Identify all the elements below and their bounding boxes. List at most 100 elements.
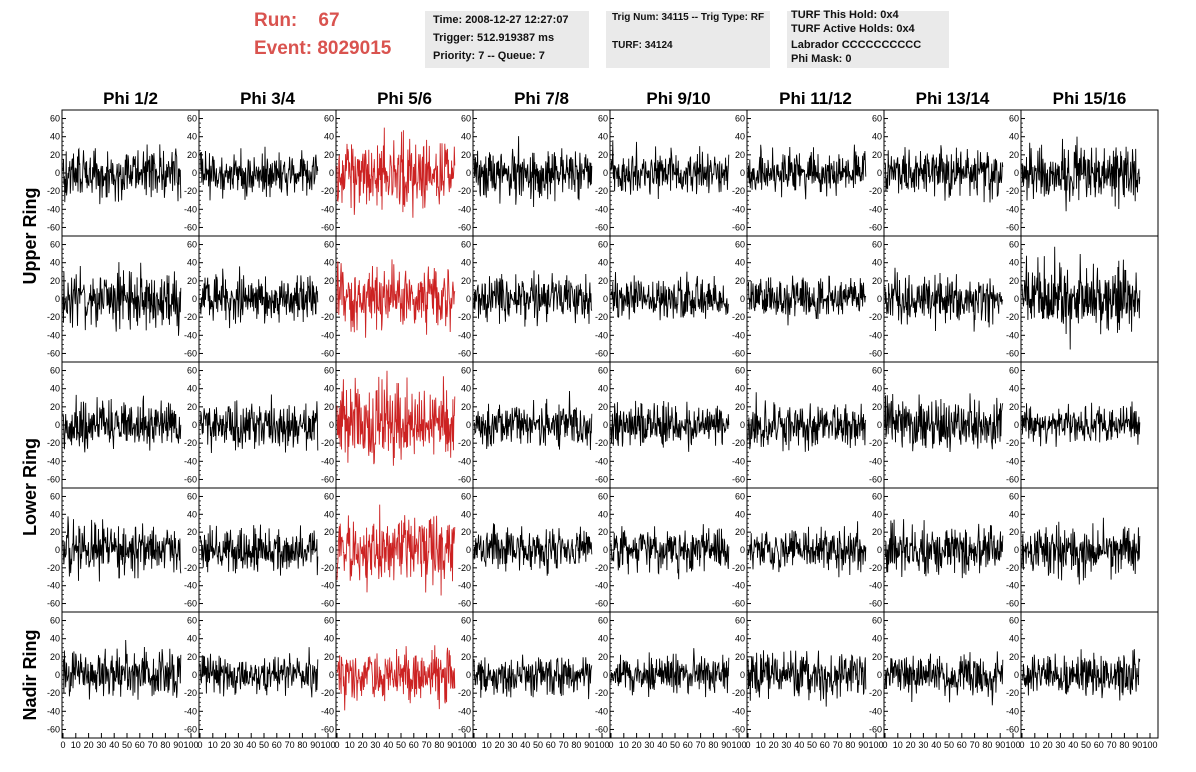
x-tick-label-c5-2: 20 — [769, 740, 779, 750]
y-tick-label-r4-c5-1: -40 — [732, 706, 745, 716]
y-tick-label-r4-c2-4: 20 — [324, 652, 334, 662]
y-tick-label-r1-c5-3: 0 — [740, 294, 745, 304]
y-tick-label-r1-c0-3: 0 — [55, 294, 60, 304]
y-tick-label-r3-c3-0: -60 — [458, 599, 471, 609]
y-tick-label-r3-c3-4: 20 — [461, 527, 471, 537]
y-tick-label-r4-c5-4: 20 — [735, 652, 745, 662]
y-tick-label-r0-c3-2: -20 — [458, 186, 471, 196]
x-tick-label-c6-3: 30 — [918, 740, 928, 750]
x-tick-label-c5-1: 10 — [756, 740, 766, 750]
event-header: Run: 67 Event: 8029015 Time: 2008-12-27 … — [0, 0, 1196, 80]
y-tick-label-r4-c1-3: 0 — [192, 670, 197, 680]
y-tick-label-r1-c0-2: -20 — [47, 312, 60, 322]
y-tick-label-r1-c1-1: -40 — [184, 330, 197, 340]
y-tick-label-r3-c7-2: -20 — [1006, 563, 1019, 573]
waveform-r1-c1 — [199, 266, 319, 329]
y-tick-label-r0-c7-3: 0 — [1014, 168, 1019, 178]
y-tick-label-r4-c1-5: 40 — [187, 634, 197, 644]
run-number: 67 — [318, 10, 340, 31]
y-tick-label-r1-c4-4: 20 — [598, 276, 608, 286]
y-tick-label-r4-c5-2: -20 — [732, 688, 745, 698]
y-tick-label-r0-c4-3: 0 — [603, 168, 608, 178]
y-tick-label-r2-c2-4: 20 — [324, 402, 334, 412]
y-tick-label-r2-c0-5: 40 — [50, 384, 60, 394]
y-tick-label-r4-c3-5: 40 — [461, 634, 471, 644]
event-display: Event: 8029015 — [254, 38, 391, 60]
y-tick-label-r1-c6-2: -20 — [869, 312, 882, 322]
y-tick-label-r2-c3-1: -40 — [458, 456, 471, 466]
y-tick-label-r3-c1-3: 0 — [192, 545, 197, 555]
column-header-1: Phi 3/4 — [240, 89, 295, 108]
waveform-r1-c0 — [62, 262, 182, 336]
y-tick-label-r0-c0-4: 20 — [50, 150, 60, 160]
y-tick-label-r0-c5-2: -20 — [732, 186, 745, 196]
y-tick-label-r4-c1-4: 20 — [187, 652, 197, 662]
y-tick-label-r2-c6-3: 0 — [877, 420, 882, 430]
waveform-r2-c1 — [199, 394, 319, 454]
y-tick-label-r2-c0-0: -60 — [47, 474, 60, 484]
event-label: Event: — [254, 38, 313, 59]
y-tick-label-r0-c1-6: 60 — [187, 114, 197, 124]
run-label: Run: — [254, 10, 298, 31]
y-tick-label-r0-c2-2: -20 — [321, 186, 334, 196]
turf-active-text: TURF Active Holds: 0x4 — [791, 23, 915, 35]
x-tick-label-c3-5: 50 — [533, 740, 543, 750]
y-tick-label-r3-c7-3: 0 — [1014, 545, 1019, 555]
x-tick-label-c1-4: 40 — [246, 740, 256, 750]
y-tick-label-r3-c3-2: -20 — [458, 563, 471, 573]
y-tick-label-r2-c1-6: 60 — [187, 366, 197, 376]
y-tick-label-r4-c5-3: 0 — [740, 670, 745, 680]
trigger-info-box: Trig Num: 34115 -- Trig Type: RF TURF: 3… — [606, 11, 770, 68]
trig-num-text: Trig Num: 34115 -- Trig Type: RF — [612, 12, 765, 23]
y-tick-label-r4-c4-4: 20 — [598, 652, 608, 662]
y-tick-label-r1-c6-5: 40 — [872, 258, 882, 268]
y-tick-label-r4-c5-5: 40 — [735, 634, 745, 644]
y-tick-label-r2-c7-2: -20 — [1006, 438, 1019, 448]
x-tick-label-c0-0: 0 — [60, 740, 65, 750]
waveform-r3-c3 — [473, 523, 593, 576]
y-tick-label-r3-c6-1: -40 — [869, 581, 882, 591]
waveform-r3-c6 — [884, 519, 1004, 579]
y-tick-label-r1-c6-6: 60 — [872, 240, 882, 250]
x-tick-label-c2-3: 30 — [370, 740, 380, 750]
y-tick-label-r1-c5-0: -60 — [732, 348, 745, 358]
y-tick-label-r3-c7-0: -60 — [1006, 599, 1019, 609]
y-tick-label-r0-c1-4: 20 — [187, 150, 197, 160]
column-header-2: Phi 5/6 — [377, 89, 432, 108]
waveform-r4-c6 — [884, 651, 1004, 706]
y-tick-label-r4-c3-3: 0 — [466, 670, 471, 680]
y-tick-label-r0-c7-6: 60 — [1009, 114, 1019, 124]
x-tick-label-c1-7: 70 — [285, 740, 295, 750]
x-tick-label-c0-8: 80 — [160, 740, 170, 750]
y-tick-label-r2-c7-0: -60 — [1006, 474, 1019, 484]
x-tick-label-c4-9: 90 — [721, 740, 731, 750]
y-tick-label-r0-c2-5: 40 — [324, 132, 334, 142]
y-tick-label-r2-c1-1: -40 — [184, 456, 197, 466]
waveform-r0-c3 — [473, 136, 593, 208]
y-tick-label-r1-c0-6: 60 — [50, 240, 60, 250]
waveform-r3-c4 — [610, 524, 730, 580]
x-tick-label-c0-6: 60 — [135, 740, 145, 750]
y-tick-label-r0-c0-0: -60 — [47, 222, 60, 232]
y-tick-label-r0-c5-5: 40 — [735, 132, 745, 142]
y-tick-label-r1-c7-6: 60 — [1009, 240, 1019, 250]
y-tick-label-r3-c1-4: 20 — [187, 527, 197, 537]
y-tick-label-r0-c1-1: -40 — [184, 204, 197, 214]
y-tick-label-r0-c5-1: -40 — [732, 204, 745, 214]
x-tick-label-c0-10: 100 — [183, 740, 198, 750]
y-tick-label-r0-c2-6: 60 — [324, 114, 334, 124]
y-tick-label-r0-c4-2: -20 — [595, 186, 608, 196]
y-tick-label-r0-c2-4: 20 — [324, 150, 334, 160]
x-tick-label-c0-7: 70 — [148, 740, 158, 750]
y-tick-label-r1-c7-4: 20 — [1009, 276, 1019, 286]
y-tick-label-r4-c1-2: -20 — [184, 688, 197, 698]
y-tick-label-r0-c3-0: -60 — [458, 222, 471, 232]
x-tick-label-c1-6: 60 — [272, 740, 282, 750]
x-tick-label-c3-0: 0 — [471, 740, 476, 750]
x-tick-label-c4-10: 100 — [731, 740, 746, 750]
x-tick-label-c4-7: 70 — [696, 740, 706, 750]
waveform-r2-c6 — [884, 393, 1004, 453]
x-tick-label-c3-7: 70 — [559, 740, 569, 750]
y-tick-label-r3-c3-5: 40 — [461, 509, 471, 519]
y-tick-label-r2-c0-3: 0 — [55, 420, 60, 430]
